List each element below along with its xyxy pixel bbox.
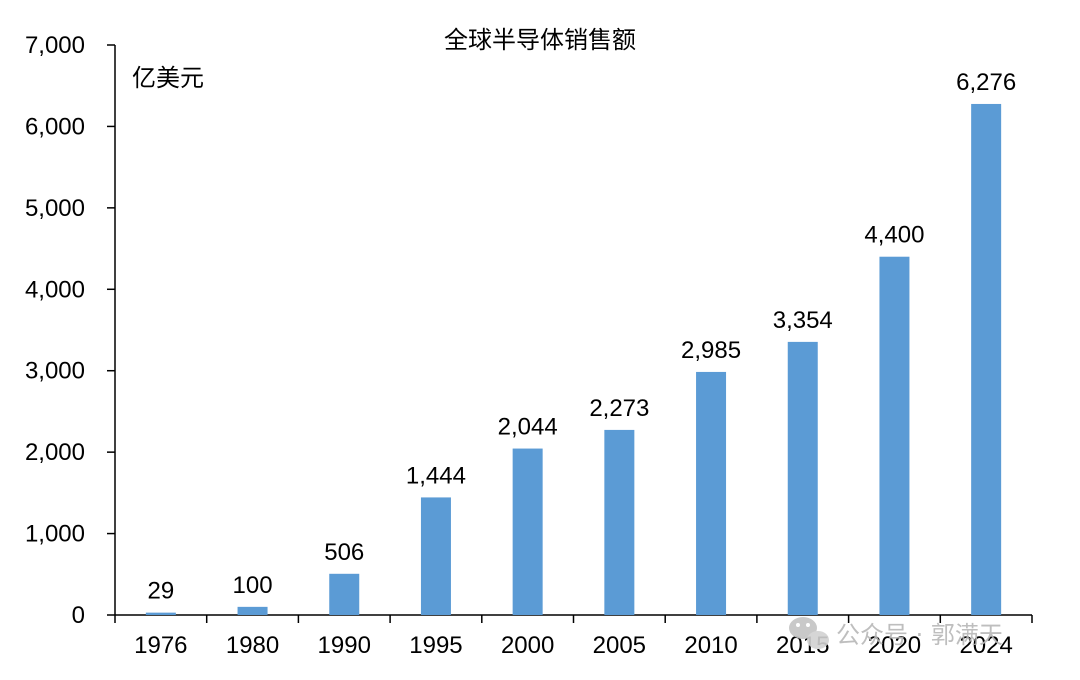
x-tick-label: 1995 bbox=[409, 632, 462, 659]
bar bbox=[512, 448, 543, 615]
data-label: 29 bbox=[147, 578, 174, 605]
x-axis: 1976 1980 1990 1995 2000 2005 2010 2015 2020 2024 bbox=[114, 614, 1033, 659]
bar bbox=[237, 606, 268, 615]
data-label: 2,985 bbox=[681, 337, 741, 364]
y-tick-label: 1,000 bbox=[25, 521, 85, 548]
y-tick-label: 7,000 bbox=[25, 32, 85, 59]
watermark-text: 公众号 · 郭满天 bbox=[836, 621, 1003, 649]
chart-title: 全球半导体销售额 bbox=[444, 26, 636, 54]
bar-series bbox=[145, 103, 1002, 615]
x-tick-label: 2005 bbox=[593, 632, 646, 659]
y-tick-label: 6,000 bbox=[25, 113, 85, 140]
y-tick-label: 0 bbox=[72, 602, 85, 629]
bar bbox=[971, 103, 1002, 615]
x-tick-label: 1990 bbox=[318, 632, 371, 659]
y-tick-label: 4,000 bbox=[25, 276, 85, 303]
data-label: 2,044 bbox=[498, 414, 558, 441]
x-tick-label: 1980 bbox=[226, 632, 279, 659]
bar bbox=[329, 573, 360, 615]
x-tick-label: 2000 bbox=[501, 632, 554, 659]
bar bbox=[420, 497, 451, 615]
data-label: 506 bbox=[324, 539, 364, 566]
wechat-icon bbox=[789, 617, 829, 649]
y-tick-label: 5,000 bbox=[25, 195, 85, 222]
data-label: 2,273 bbox=[589, 395, 649, 422]
y-tick-label: 3,000 bbox=[25, 358, 85, 385]
unit-label: 亿美元 bbox=[132, 64, 204, 92]
bar bbox=[787, 341, 818, 615]
y-axis: 0 1,000 2,000 3,000 4,000 5,000 6,000 7,000 bbox=[25, 32, 116, 629]
x-tick-label: 1976 bbox=[134, 632, 187, 659]
watermark: 公众号 · 郭满天 bbox=[789, 617, 1003, 649]
data-labels: 29 100 506 1,444 2,044 2,273 2,985 3,354 4,400 6,… bbox=[147, 69, 1016, 605]
data-label: 1,444 bbox=[406, 462, 466, 489]
bar bbox=[145, 612, 176, 615]
data-label: 4,400 bbox=[864, 222, 924, 249]
bar bbox=[696, 371, 727, 615]
data-label: 3,354 bbox=[773, 307, 833, 334]
data-label: 6,276 bbox=[956, 69, 1016, 96]
data-label: 100 bbox=[233, 572, 273, 599]
x-tick-label: 2020 bbox=[868, 632, 921, 659]
bar bbox=[879, 256, 910, 615]
bar bbox=[604, 429, 635, 615]
x-tick-label: 2010 bbox=[684, 632, 737, 659]
x-tick-label: 2024 bbox=[959, 632, 1012, 659]
y-tick-label: 2,000 bbox=[25, 439, 85, 466]
